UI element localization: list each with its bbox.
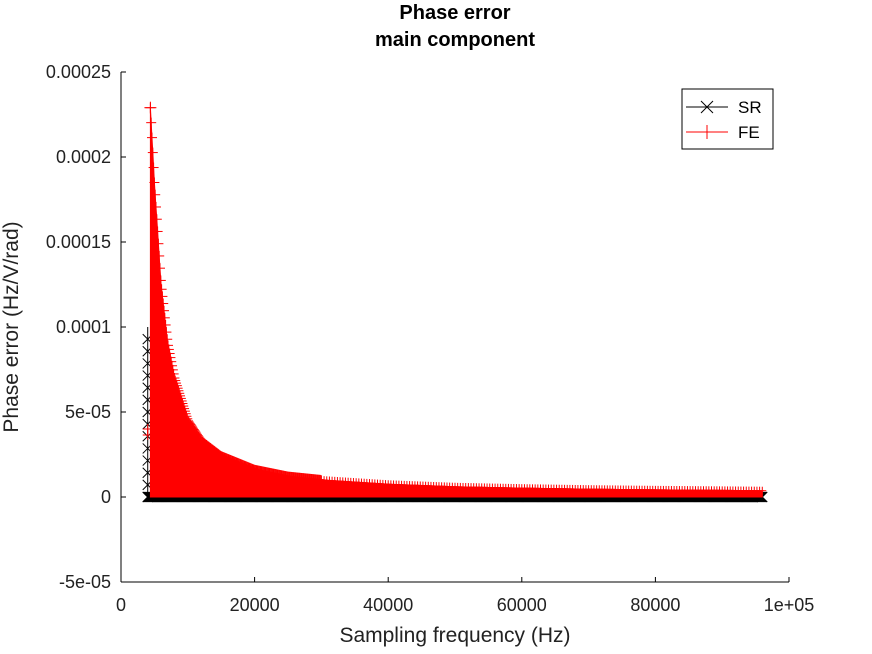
x-ticks: 0 20000 40000 60000 80000 1e+05 xyxy=(116,577,814,615)
legend: SR FE xyxy=(681,88,774,150)
x-tick-label: 40000 xyxy=(363,595,413,615)
legend-item-fe: FE xyxy=(686,123,760,142)
series-fe-area xyxy=(149,107,763,498)
x-tick-label: 0 xyxy=(116,595,126,615)
y-axis-label: Phase error (Hz/V/rad) xyxy=(0,221,23,432)
data-layer xyxy=(142,101,768,503)
x-tick-label: 1e+05 xyxy=(764,595,815,615)
y-tick-label: 0.00025 xyxy=(46,62,111,82)
x-tick-label: 80000 xyxy=(630,595,680,615)
series-fe xyxy=(142,101,767,498)
y-tick-label: 5e-05 xyxy=(65,402,111,422)
chart-title: Phase error xyxy=(399,2,510,24)
y-tick-label: 0.0002 xyxy=(56,147,111,167)
legend-label: SR xyxy=(738,98,762,117)
chart-subtitle: main component xyxy=(375,29,535,51)
x-axis-label: Sampling frequency (Hz) xyxy=(339,624,570,647)
x-tick-label: 20000 xyxy=(230,595,280,615)
y-ticks: -5e-05 0 5e-05 0.0001 0.00015 0.0002 0.00025 xyxy=(46,62,126,592)
x-tick-label: 60000 xyxy=(497,595,547,615)
legend-item-sr: SR xyxy=(686,98,762,117)
legend-box xyxy=(681,88,774,150)
y-tick-label: -5e-05 xyxy=(59,572,111,592)
y-tick-label: 0.00015 xyxy=(46,232,111,252)
plot-area: 0 20000 40000 60000 80000 1e+05 -5e-0505e-050… xyxy=(46,62,814,615)
y-tick-label: 0.0001 xyxy=(56,317,111,337)
y-tick-label: 0 xyxy=(101,487,111,507)
legend-label: FE xyxy=(738,123,760,142)
